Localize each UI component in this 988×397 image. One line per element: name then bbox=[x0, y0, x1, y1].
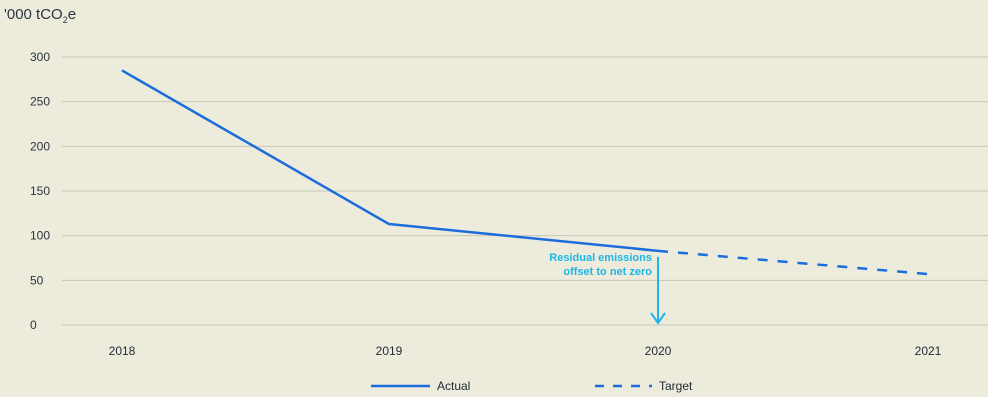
y-tick-label: 300 bbox=[30, 50, 50, 64]
y-tick-label: 50 bbox=[30, 273, 44, 287]
x-tick-label: 2018 bbox=[109, 344, 136, 358]
unit-subscript: 2 bbox=[62, 15, 68, 25]
y-axis-unit-label: '000 tCO2e bbox=[4, 6, 76, 25]
legend-label-actual: Actual bbox=[437, 379, 470, 393]
y-tick-label: 200 bbox=[30, 139, 50, 153]
legend-label-target: Target bbox=[659, 379, 693, 393]
unit-suffix: e bbox=[67, 6, 77, 23]
annotation-arrow-head bbox=[650, 312, 666, 325]
series-line-actual bbox=[121, 69, 659, 253]
y-tick-label: 0 bbox=[30, 318, 37, 332]
x-tick-label: 2021 bbox=[915, 344, 942, 358]
y-tick-label: 250 bbox=[30, 95, 50, 109]
unit-prefix: '000 tCO bbox=[4, 6, 63, 23]
y-tick-label: 150 bbox=[30, 184, 50, 198]
y-tick-label: 100 bbox=[30, 229, 50, 243]
series-line-target bbox=[657, 249, 929, 276]
annotation-label: Residual emissions bbox=[549, 252, 652, 264]
x-tick-label: 2019 bbox=[376, 344, 403, 358]
x-tick-label: 2020 bbox=[645, 344, 672, 358]
annotation-label: offset to net zero bbox=[563, 266, 652, 278]
